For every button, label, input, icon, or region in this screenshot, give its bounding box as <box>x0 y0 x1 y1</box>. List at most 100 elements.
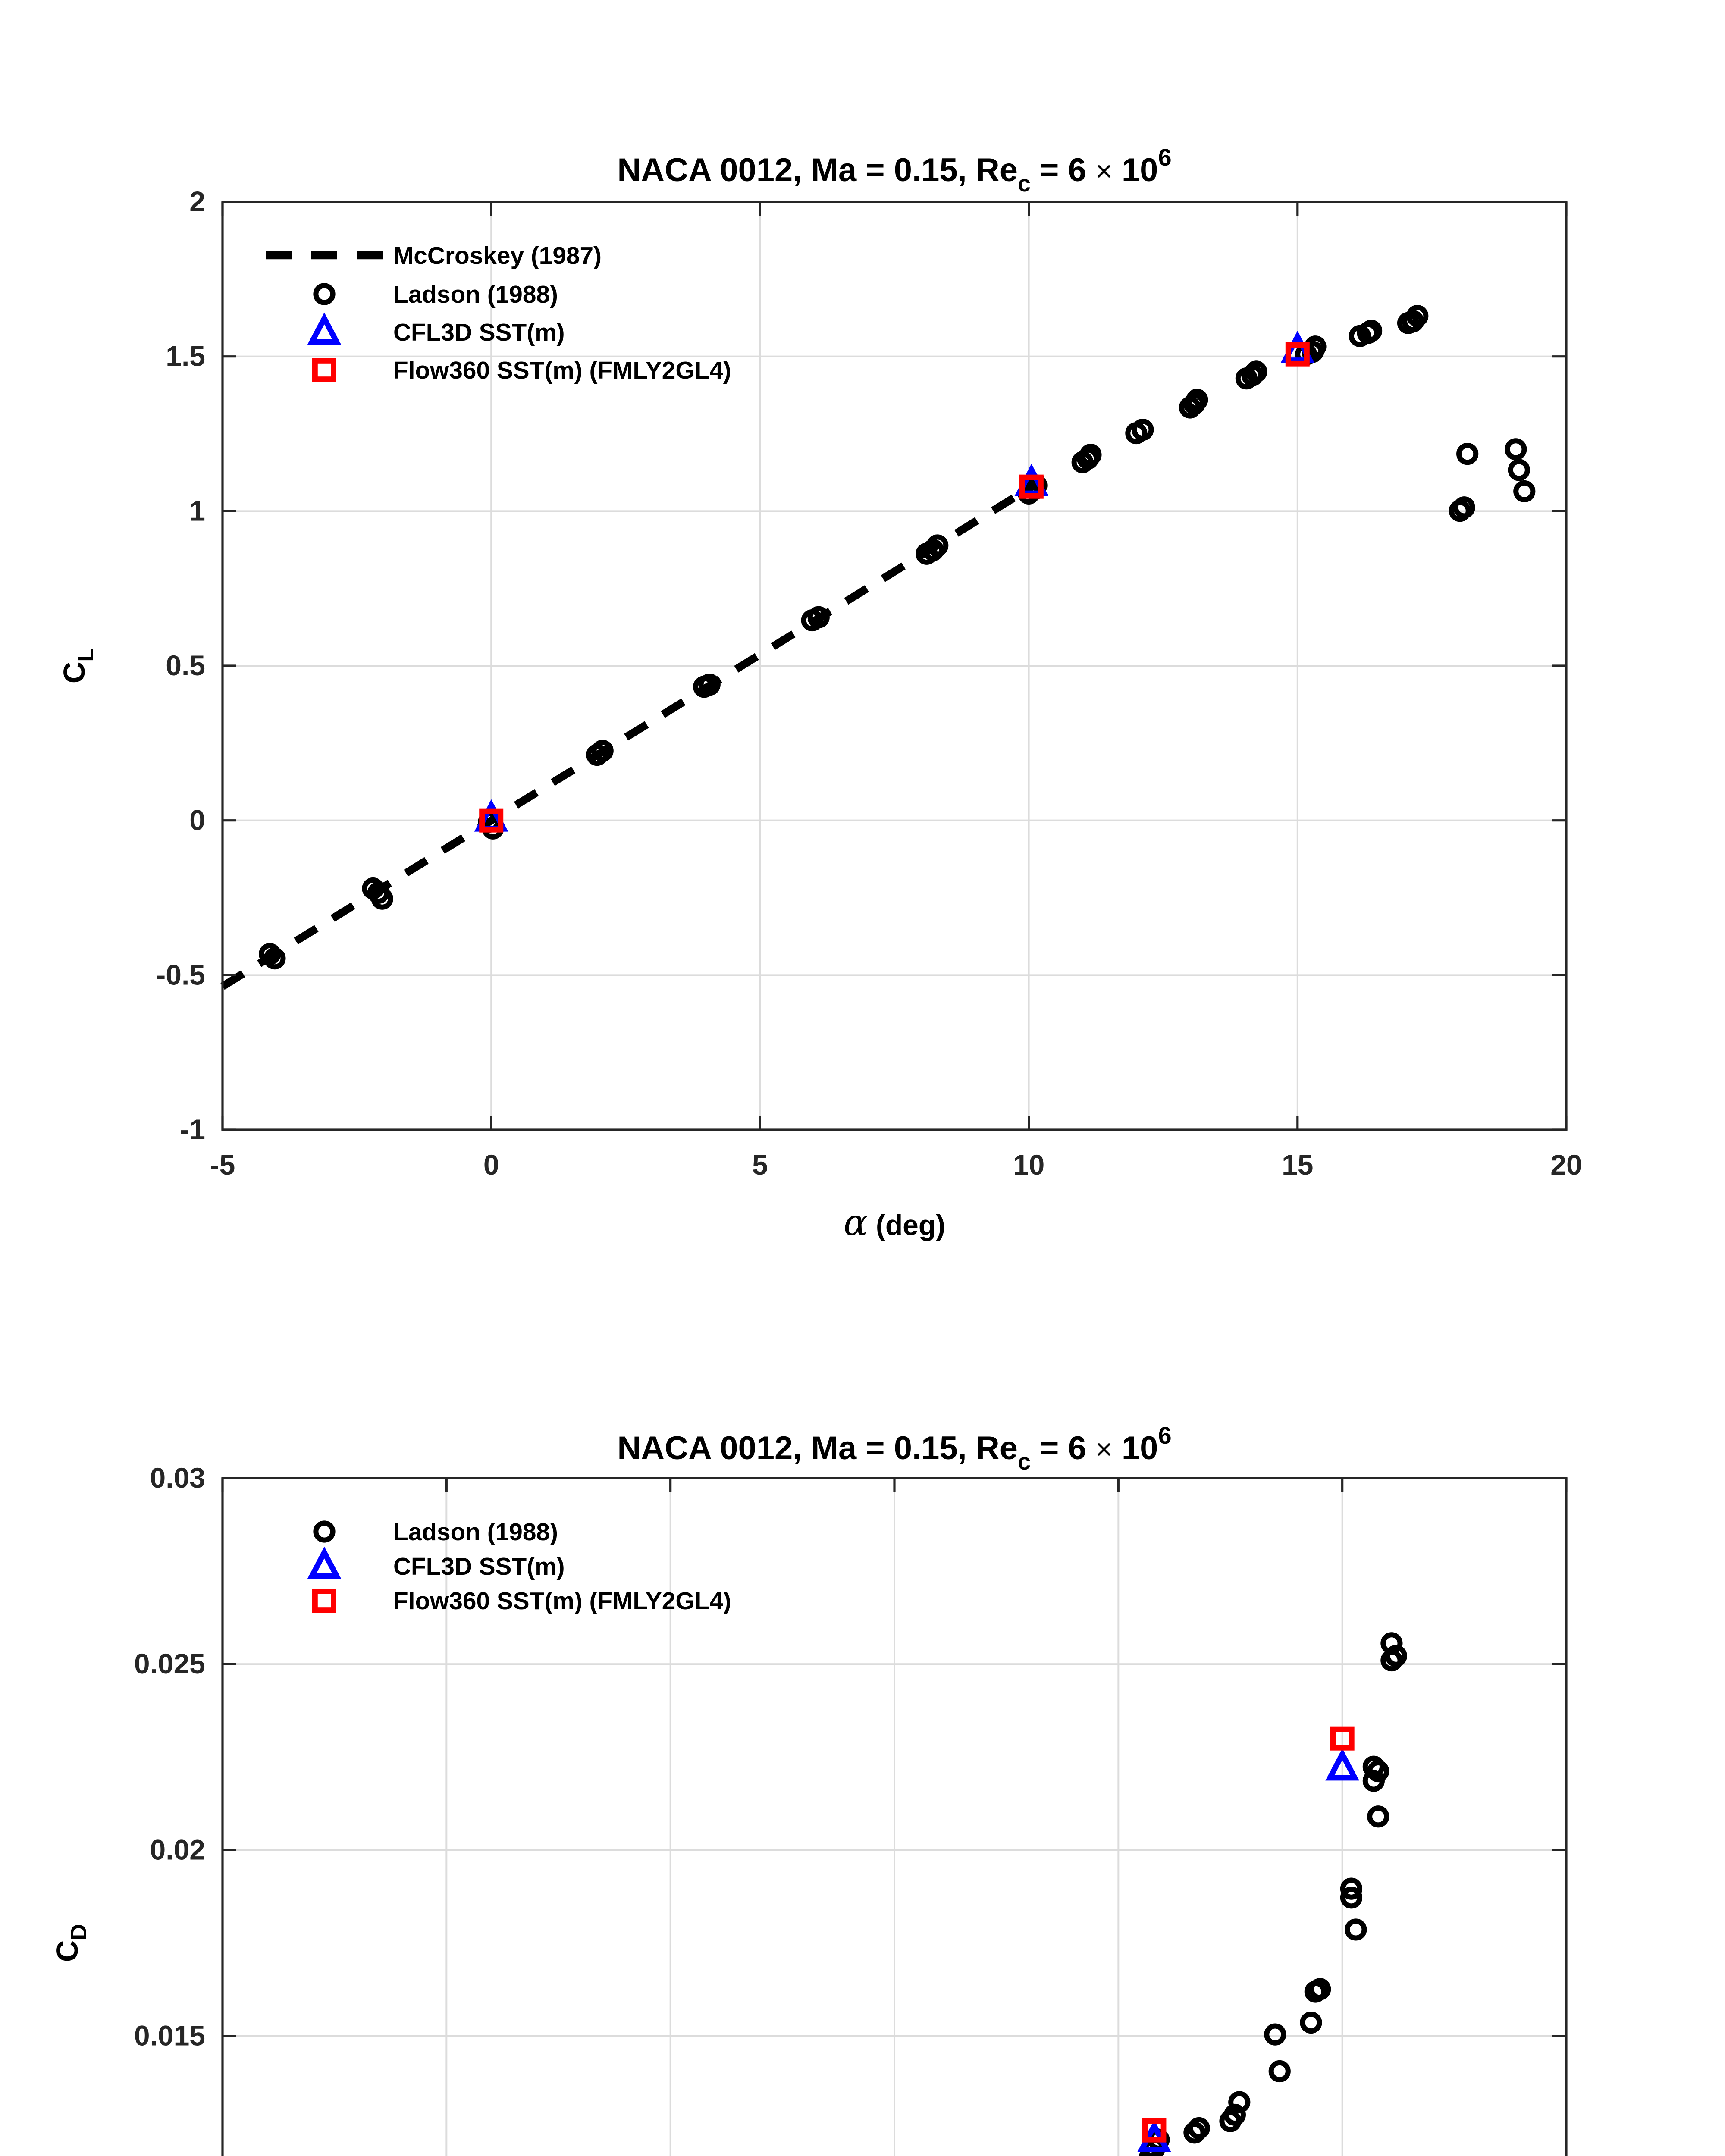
y-axis-label: CL <box>57 648 98 683</box>
legend: McCroskey (1987) Ladson (1988) CFL3D SST(m… <box>266 242 731 384</box>
circle-marker <box>1380 1632 1403 1655</box>
circle-marker <box>1367 1805 1389 1828</box>
series-ladson-1988 <box>1138 1632 1407 2156</box>
y-tick-label: 0.025 <box>134 1648 205 1680</box>
x-tick-label: 10 <box>1013 1149 1044 1181</box>
circle-marker <box>1079 444 1102 466</box>
legend-label: CFL3D SST(m) <box>393 319 565 346</box>
square-marker <box>312 1588 337 1613</box>
legend-item-ladson-1988: Ladson (1988) <box>313 1519 558 1546</box>
series-layer <box>1137 1632 1407 2156</box>
figure-title: NACA 0012, Ma = 0.15, Rec = 6 × 106 <box>617 1422 1171 1475</box>
circle-marker <box>1456 443 1479 465</box>
legend-item-cfl3d-sst-m: CFL3D SST(m) <box>307 1546 565 1580</box>
y-tick-label: 0.03 <box>150 1462 205 1494</box>
square-marker <box>1019 474 1044 499</box>
y-tick-label: 0.02 <box>150 1833 205 1865</box>
gridlines <box>223 202 1566 1130</box>
circle-marker <box>1508 459 1530 481</box>
y-tick-label: 0.5 <box>166 649 205 681</box>
circle-marker <box>1132 419 1154 441</box>
legend: Ladson (1988) CFL3D SST(m) Flow360 SST(m) … <box>307 1519 731 1615</box>
tick-marks <box>221 1477 1568 2037</box>
legend-item-flow360-sst-m-fmly2gl4: Flow360 SST(m) (FMLY2GL4) <box>312 1588 731 1615</box>
triangle-marker <box>1280 330 1315 363</box>
circle-marker <box>1223 2103 1246 2126</box>
circle-marker <box>1406 305 1429 327</box>
circle-marker <box>1241 364 1264 387</box>
x-axis-label: α (deg) <box>844 1201 945 1244</box>
circle-marker <box>1300 2011 1322 2034</box>
square-marker <box>312 358 337 382</box>
legend-label: Ladson (1988) <box>393 281 558 308</box>
circle-marker <box>1340 1877 1363 1900</box>
circle-marker <box>313 283 336 305</box>
circle-marker <box>1367 1760 1389 1783</box>
y-tick-label: 0 <box>189 804 205 836</box>
circle-marker <box>1345 1918 1367 1941</box>
legend-item-mccroskey-1987: McCroskey (1987) <box>266 242 602 270</box>
y-tick-label: -1 <box>180 1113 205 1145</box>
series-mccroskey-1987 <box>220 475 1047 990</box>
circle-marker <box>1268 2060 1291 2083</box>
y-tick-label: -0.5 <box>156 959 205 990</box>
y-tick-label: 1 <box>189 495 205 526</box>
circle-marker <box>1245 360 1267 383</box>
legend-label: Flow360 SST(m) (FMLY2GL4) <box>393 1588 731 1615</box>
triangle-marker <box>307 312 342 345</box>
circle-marker <box>1385 1645 1407 1667</box>
circle-marker <box>1513 480 1536 503</box>
circle-marker <box>698 674 721 696</box>
legend-label: Ladson (1988) <box>393 1519 558 1546</box>
square-marker <box>1142 2118 1167 2143</box>
y-tick-label: 2 <box>189 185 205 217</box>
legend-label: Flow360 SST(m) (FMLY2GL4) <box>393 357 731 384</box>
triangle-marker <box>307 1546 342 1579</box>
circle-marker <box>1188 2117 1210 2140</box>
series-flow360-sst-m-fmly2gl4 <box>479 342 1310 833</box>
circle-marker <box>1309 1978 1331 2000</box>
square-marker <box>1330 1726 1355 1751</box>
circle-marker <box>807 606 830 628</box>
circle-marker <box>1183 2122 1206 2144</box>
x-tick-label: -5 <box>210 1149 235 1181</box>
circle-marker <box>1264 2023 1286 2046</box>
circle-marker <box>926 534 949 557</box>
legend-item-flow360-sst-m-fmly2gl4: Flow360 SST(m) (FMLY2GL4) <box>312 357 731 384</box>
triangle-marker <box>1325 1748 1360 1781</box>
legend-label: McCroskey (1987) <box>393 242 602 270</box>
y-tick-labels: -1 -0.5 0 0.5 1 1.5 2 <box>156 185 205 1145</box>
x-tick-label: 0 <box>483 1149 499 1181</box>
series-flow360-sst-m-fmly2gl4 <box>1142 1726 1355 2143</box>
square-marker <box>1285 342 1310 367</box>
square-marker <box>479 808 504 833</box>
circle-marker <box>1360 320 1383 342</box>
figure-cd-vs-cl: -1-0.500.511.520.0050.010.0150.020.0250.… <box>50 1422 1568 2156</box>
y-tick-label: 1.5 <box>166 340 205 372</box>
circle-marker <box>1362 1755 1385 1778</box>
legend-label: CFL3D SST(m) <box>393 1553 565 1580</box>
y-axis-label: CD <box>50 1924 91 1962</box>
circle-marker <box>1186 389 1208 411</box>
circle-marker <box>313 1520 336 1543</box>
x-tick-label: 15 <box>1282 1149 1313 1181</box>
series-layer <box>220 305 1536 990</box>
gridlines <box>223 1478 1566 2156</box>
circle-marker <box>591 740 614 762</box>
legend-item-cfl3d-sst-m: CFL3D SST(m) <box>307 312 565 346</box>
circle-marker <box>1340 1887 1363 1909</box>
series-cfl3d-sst-m <box>1137 1748 1360 2152</box>
circle-marker <box>1453 496 1475 519</box>
tick-marks <box>221 201 1568 1131</box>
series-ladson-1988 <box>259 305 1536 970</box>
legend-item-ladson-1988: Ladson (1988) <box>313 281 558 308</box>
x-tick-label: 5 <box>752 1149 768 1181</box>
circle-marker <box>263 947 286 970</box>
x-tick-labels: -5 0 5 10 15 20 <box>210 1149 1582 1181</box>
y-tick-label: 0.015 <box>134 2020 205 2052</box>
circle-marker <box>371 887 393 910</box>
dashed-line <box>220 475 1047 990</box>
